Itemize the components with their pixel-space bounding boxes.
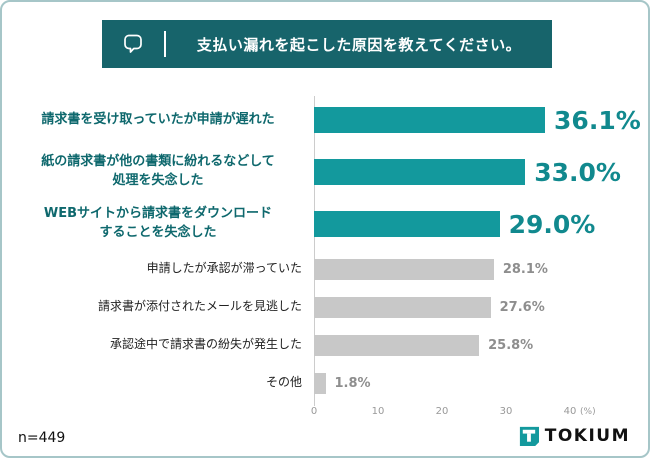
category-label: 請求書が添付されたメールを見逃した (97, 299, 302, 314)
value-label: 1.8% (334, 375, 371, 391)
x-tick-label: 30 (499, 406, 513, 417)
tokium-logo-icon (519, 426, 539, 446)
chart-row: その他 1.8% (14, 364, 640, 402)
chart-row: 紙の請求書が他の書類に紛れるなどして 処理を失念した 33.0% (14, 146, 640, 198)
header-divider (164, 31, 166, 57)
sample-size-label: n=449 (18, 430, 66, 446)
bar (314, 258, 494, 280)
x-tick-label: 10 (371, 406, 385, 417)
speech-bubble-icon (102, 32, 164, 56)
category-label: その他 (265, 375, 302, 390)
chart-row: 請求書を受け取っていたが申請が遅れた 36.1% (14, 94, 640, 146)
value-label: 25.8% (488, 337, 534, 353)
chart-row: 承認途中で請求書の紛失が発生した 25.8% (14, 326, 640, 364)
category-label: 承認途中で請求書の紛失が発生した (109, 337, 302, 352)
value-label: 36.1% (554, 105, 641, 135)
bar (314, 296, 491, 318)
question-banner: 支払い漏れを起こした原因を教えてください。 (102, 20, 552, 68)
x-tick-label: 20 (435, 406, 449, 417)
bar (314, 159, 526, 185)
y-axis-line (314, 96, 315, 406)
value-label: 27.6% (499, 299, 545, 315)
x-axis: 0 10 20 30 40 (%) (310, 406, 614, 422)
bar (314, 211, 500, 237)
bar (314, 334, 480, 356)
chart-row: 請求書が添付されたメールを見逃した 27.6% (14, 288, 640, 326)
chart-rows: 請求書を受け取っていたが申請が遅れた 36.1% 紙の請求書が他の書類に紛れるなどし… (14, 94, 641, 406)
value-label: 29.0% (508, 209, 596, 239)
tokium-logo-text: TOKIUM (544, 425, 630, 446)
category-label: WEBサイトから請求書をダウンロード することを失念した (43, 206, 273, 240)
category-label: 紙の請求書が他の書類に紛れるなどして 処理を失念した (41, 154, 275, 188)
category-label: 請求書を受け取っていたが申請が遅れた (41, 111, 275, 127)
bar (314, 372, 326, 394)
question-text: 支払い漏れを起こした原因を教えてください。 (196, 35, 522, 54)
x-axis-unit: (%) (580, 407, 596, 417)
category-label: 申請したが承認が滞っていた (146, 261, 302, 276)
tokium-logo: TOKIUM (518, 425, 630, 446)
chart-row: 申請したが承認が滞っていた 28.1% (14, 250, 640, 288)
x-tick-label: 0 (310, 406, 318, 417)
value-label: 28.1% (502, 261, 548, 277)
chart-row: WEBサイトから請求書をダウンロード することを失念した 29.0% (14, 198, 640, 250)
bar (314, 107, 546, 133)
x-tick-label: 40 (563, 406, 577, 417)
value-label: 33.0% (534, 157, 621, 187)
